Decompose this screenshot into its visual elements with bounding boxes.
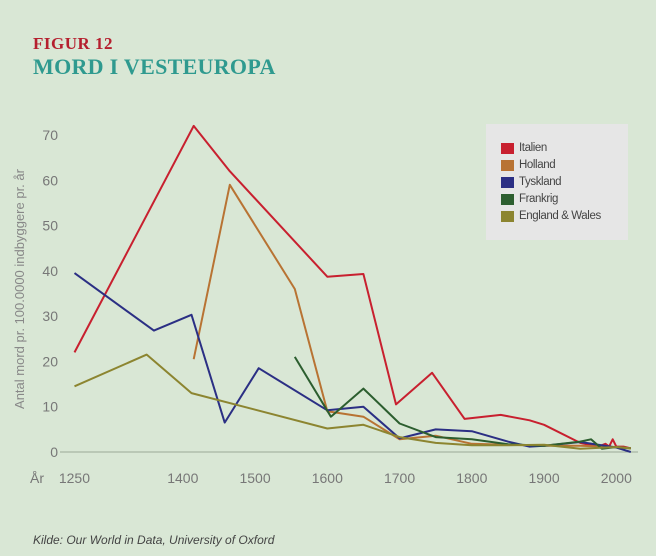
legend-label: Holland bbox=[519, 159, 556, 171]
x-tick-label: 1250 bbox=[59, 470, 90, 486]
legend-label: Frankrig bbox=[519, 193, 558, 205]
series-line-england-wales bbox=[74, 353, 631, 450]
x-tick-label: 1600 bbox=[312, 470, 343, 486]
x-tick-label: 1700 bbox=[384, 470, 415, 486]
y-tick-label: 40 bbox=[42, 263, 58, 279]
legend-label: England & Wales bbox=[519, 210, 601, 222]
legend-item: Tyskland bbox=[501, 174, 562, 190]
figure-label: FIGUR 12 bbox=[33, 34, 114, 53]
y-tick-label: 70 bbox=[42, 127, 58, 143]
source-note: Kilde: Our World in Data, University of … bbox=[33, 533, 275, 547]
x-tick-label: 1900 bbox=[528, 470, 559, 486]
legend-label: Tyskland bbox=[519, 176, 562, 188]
legend-swatch bbox=[501, 193, 514, 205]
y-tick-label: 0 bbox=[50, 444, 58, 460]
series-line-holland bbox=[192, 183, 631, 450]
x-axis-label: År bbox=[30, 470, 44, 486]
legend-item: England & Wales bbox=[501, 208, 601, 224]
legend-swatch bbox=[501, 159, 514, 171]
legend-label: Italien bbox=[519, 142, 547, 154]
x-tick-label: 1800 bbox=[456, 470, 487, 486]
legend-swatch bbox=[501, 210, 514, 222]
legend-swatch bbox=[501, 142, 514, 154]
y-tick-label: 60 bbox=[42, 172, 58, 188]
x-tick-label: 1400 bbox=[167, 470, 198, 486]
y-tick-label: 20 bbox=[42, 353, 58, 369]
legend: Italien Holland Tyskland Frankrig England & … bbox=[486, 124, 628, 240]
legend-item: Holland bbox=[501, 157, 556, 173]
legend-swatch bbox=[501, 176, 514, 188]
y-tick-label: 50 bbox=[42, 218, 58, 234]
y-axis-label: Antal mord pr. 100.0000 indbyggere pr. å… bbox=[12, 168, 27, 409]
legend-item: Italien bbox=[501, 140, 547, 156]
y-tick-label: 30 bbox=[42, 308, 58, 324]
chart-title: MORD I VESTEUROPA bbox=[33, 54, 276, 79]
series-line-italien bbox=[73, 124, 632, 450]
series-line-frankrig bbox=[293, 356, 631, 450]
x-tick-label: 1500 bbox=[239, 470, 270, 486]
legend-item: Frankrig bbox=[501, 191, 558, 207]
y-tick-label: 10 bbox=[42, 399, 58, 415]
x-tick-label: 2000 bbox=[601, 470, 632, 486]
